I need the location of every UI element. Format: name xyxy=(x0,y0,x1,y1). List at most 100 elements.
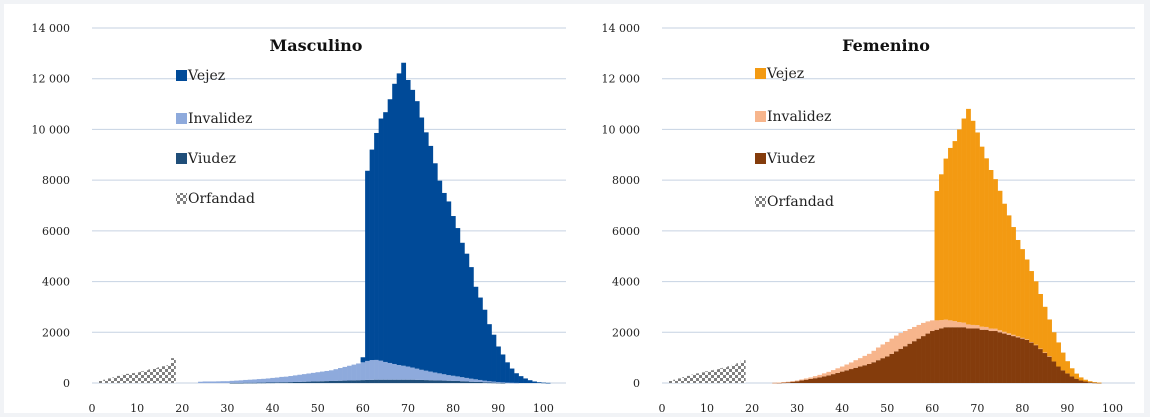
chart-masculino: 0 2000 4000 6000 8000 10 000 12 000 14 000 0 10 20… xyxy=(32,22,566,415)
bar-vejez-age-68 xyxy=(396,73,402,365)
bar-invalidez-age-42 xyxy=(848,362,854,370)
bar-viudez-age-96 xyxy=(1092,382,1098,384)
bar-orfandad-age-14 xyxy=(152,368,158,383)
bar-viudez-age-87 xyxy=(482,382,488,383)
bar-viudez-age-91 xyxy=(1069,376,1075,383)
bar-vejez-age-72 xyxy=(984,158,989,327)
bar-invalidez-age-74 xyxy=(423,370,429,381)
bar-invalidez-age-82 xyxy=(1029,342,1034,343)
bar-orfandad-age-6 xyxy=(686,375,692,383)
bar-invalidez-age-53 xyxy=(329,370,334,381)
y-tick-label: 12 000 xyxy=(602,73,641,86)
bar-invalidez-age-83 xyxy=(1033,344,1039,346)
bar-viudez-age-79 xyxy=(446,380,452,383)
bar-invalidez-age-75 xyxy=(428,371,434,381)
bar-viudez-age-90 xyxy=(1065,373,1070,383)
y-tick-label: 6000 xyxy=(612,225,640,238)
bar-invalidez-age-47 xyxy=(301,374,307,382)
bar-invalidez-age-43 xyxy=(853,360,859,368)
bar-invalidez-age-26 xyxy=(207,381,212,383)
bar-viudez-age-44 xyxy=(857,366,863,383)
x-tick-label: 60 xyxy=(925,402,939,415)
bar-viudez-age-45 xyxy=(862,365,868,383)
bar-vejez-age-77 xyxy=(437,180,443,374)
bar-invalidez-age-86 xyxy=(1047,356,1052,357)
bar-orfandad-age-11 xyxy=(709,370,715,383)
bar-viudez-age-75 xyxy=(428,380,434,383)
bar-invalidez-age-72 xyxy=(984,326,989,330)
bar-viudez-age-37 xyxy=(826,375,832,383)
bar-viudez-age-82 xyxy=(1029,342,1034,383)
bar-vejez-age-62 xyxy=(939,174,944,321)
bar-invalidez-age-31 xyxy=(229,380,235,383)
bar-vejez-age-96 xyxy=(523,378,528,383)
bar-invalidez-age-63 xyxy=(943,319,949,328)
bar-invalidez-age-78 xyxy=(1011,334,1016,337)
bar-viudez-age-62 xyxy=(369,379,375,383)
bar-vejez-age-70 xyxy=(975,132,980,326)
bar-invalidez-age-55 xyxy=(338,368,343,381)
bar-viudez-age-57 xyxy=(347,380,352,383)
bar-invalidez-age-28 xyxy=(216,381,221,383)
bar-vejez-age-81 xyxy=(1024,259,1030,340)
bar-invalidez-age-36 xyxy=(252,379,258,383)
y-tick-label: 0 xyxy=(63,377,70,390)
bar-vejez-age-65 xyxy=(383,112,388,362)
bar-viudez-age-89 xyxy=(1060,370,1066,383)
bar-vejez-age-80 xyxy=(450,216,456,376)
bar-invalidez-age-24 xyxy=(198,381,203,383)
bar-vejez-age-100 xyxy=(541,382,546,384)
bar-invalidez-age-89 xyxy=(491,381,497,383)
x-tick-label: 30 xyxy=(220,402,234,415)
bar-invalidez-age-50 xyxy=(315,372,321,382)
bar-invalidez-age-38 xyxy=(261,378,267,383)
bar-vejez-age-63 xyxy=(374,132,379,360)
bar-invalidez-age-34 xyxy=(812,376,818,379)
bar-invalidez-age-52 xyxy=(324,370,330,382)
bar-vejez-age-97 xyxy=(1096,382,1102,384)
bar-viudez-age-31 xyxy=(799,380,805,383)
bar-viudez-age-69 xyxy=(401,379,407,383)
legend-label-invalidez: Invalidez xyxy=(188,111,252,127)
bar-invalidez-age-81 xyxy=(455,376,461,381)
bar-vejez-age-79 xyxy=(446,201,452,376)
bar-invalidez-age-44 xyxy=(857,358,863,367)
x-tick-label: 30 xyxy=(790,402,804,415)
bar-viudez-age-87 xyxy=(1051,361,1057,383)
x-tick-label: 40 xyxy=(835,402,849,415)
bar-viudez-age-73 xyxy=(419,379,425,383)
bar-viudez-age-41 xyxy=(844,370,850,383)
bar-vejez-age-91 xyxy=(1069,368,1075,377)
bar-invalidez-age-45 xyxy=(862,355,868,366)
bar-viudez-age-94 xyxy=(1083,381,1088,383)
bar-viudez-age-36 xyxy=(821,376,827,383)
bar-invalidez-age-62 xyxy=(939,320,944,329)
bar-viudez-age-40 xyxy=(839,371,845,383)
bar-invalidez-age-71 xyxy=(979,326,985,330)
bar-viudez-age-85 xyxy=(473,381,479,383)
bar-viudez-age-55 xyxy=(338,380,343,383)
bar-viudez-age-31 xyxy=(229,382,235,384)
bar-viudez-age-65 xyxy=(952,327,958,383)
y-tick-label: 2000 xyxy=(612,326,640,339)
y-tick-label: 6000 xyxy=(42,225,70,238)
bar-orfandad-age-16 xyxy=(161,366,167,383)
bar-invalidez-age-35 xyxy=(247,379,253,383)
bar-viudez-age-27 xyxy=(781,382,787,384)
bar-invalidez-age-57 xyxy=(916,324,922,339)
legend-label-orfandad: Orfandad xyxy=(767,194,834,210)
bar-invalidez-age-85 xyxy=(1042,352,1048,354)
bar-vejez-age-75 xyxy=(428,145,434,372)
bar-viudez-age-38 xyxy=(261,382,267,384)
bar-invalidez-age-80 xyxy=(450,375,456,381)
bar-viudez-age-80 xyxy=(450,380,456,383)
bar-viudez-age-62 xyxy=(939,328,944,383)
bar-viudez-age-43 xyxy=(853,367,859,383)
bar-orfandad-age-18 xyxy=(740,360,746,383)
bar-viudez-age-81 xyxy=(1024,339,1030,383)
x-tick-label: 10 xyxy=(700,402,714,415)
legend-swatch-viudez xyxy=(176,153,187,164)
bar-orfandad-age-15 xyxy=(157,367,163,383)
bar-viudez-age-54 xyxy=(333,380,339,383)
bar-viudez-age-70 xyxy=(975,328,980,383)
